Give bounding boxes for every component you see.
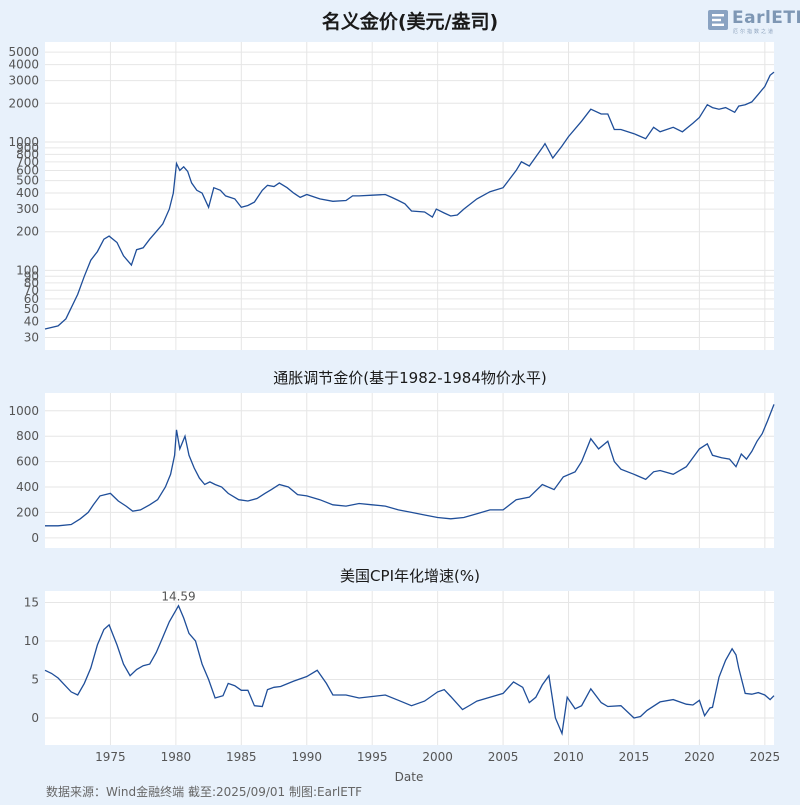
logo-subtext: 厄尔指数之道 [733, 29, 776, 35]
y-tick-label: 1000 [8, 135, 39, 149]
y-tick-label: 3000 [8, 74, 39, 88]
x-axis-label: Date [395, 770, 424, 784]
y-tick-label: 15 [24, 596, 39, 610]
series-line-nominal [44, 71, 775, 330]
plot-area-nominal [45, 42, 774, 350]
x-ticks-cpi: 1975 1980 1985 1990 1995 2000 2005 2010 2015 2020… [95, 750, 780, 764]
y-tick-label: 5000 [8, 45, 39, 59]
x-tick-label: 2010 [553, 750, 584, 764]
x-tick-label: 1980 [161, 750, 192, 764]
y-ticks-real: 0 200 400 600 800 1000 [8, 404, 39, 545]
y-tick-label: 300 [16, 202, 39, 216]
y-tick-label: 600 [16, 455, 39, 469]
plot-area-cpi [45, 591, 774, 745]
series-line-cpi [44, 604, 775, 736]
logo-mark-icon [708, 10, 728, 30]
x-tick-label: 2025 [750, 750, 781, 764]
logo-text: EarlETF [732, 8, 800, 28]
y-tick-label: 50 [24, 302, 39, 316]
x-tick-label: 2005 [488, 750, 519, 764]
plot-area-real [45, 393, 774, 548]
y-tick-label: 80 [24, 276, 39, 290]
x-tick-label: 1995 [357, 750, 388, 764]
peak-annotation: 14.59 [161, 590, 195, 604]
earletf-logo: EarlETF 厄尔指数之道 [706, 6, 800, 35]
y-tick-label: 60 [24, 292, 39, 306]
y-ticks-cpi: 0 5 10 15 [24, 596, 39, 726]
x-tick-label: 2000 [422, 750, 453, 764]
y-tick-label: 40 [24, 315, 39, 329]
y-tick-label: 30 [24, 331, 39, 345]
y-tick-label: 2000 [8, 96, 39, 110]
chart-title-real: 通胀调节金价(基于1982-1984物价水平) [273, 369, 546, 387]
y-tick-label: 5 [31, 673, 39, 687]
chart-title-nominal: 名义金价(美元/盎司) [322, 10, 498, 33]
panel-nominal: 名义金价(美元/盎司) 3040506070809010020030040050… [8, 10, 775, 350]
y-tick-label: 4000 [8, 58, 39, 72]
y-tick-label: 400 [16, 186, 39, 200]
grid-cpi [45, 591, 774, 745]
series-line-real [45, 404, 775, 527]
y-tick-label: 600 [16, 163, 39, 177]
y-tick-label: 900 [16, 141, 39, 155]
y-tick-label: 70 [24, 283, 39, 297]
x-tick-label: 1975 [95, 750, 126, 764]
x-tick-label: 2015 [619, 750, 650, 764]
y-tick-label: 0 [31, 711, 39, 725]
chart-title-cpi: 美国CPI年化增速(%) [340, 567, 480, 585]
y-tick-label: 500 [16, 174, 39, 188]
grid-nominal [45, 42, 774, 350]
y-tick-label: 90 [24, 269, 39, 283]
grid-real [45, 393, 774, 548]
x-tick-label: 2020 [684, 750, 715, 764]
y-tick-label: 200 [16, 225, 39, 239]
x-tick-label: 1985 [226, 750, 257, 764]
y-tick-label: 10 [24, 634, 39, 648]
source-note: 数据来源：Wind金融终端 截至:2025/09/01 制图:EarlETF [46, 785, 363, 799]
panel-real: 通胀调节金价(基于1982-1984物价水平) 0 200 400 600 800 100… [8, 369, 775, 548]
y-tick-label: 800 [16, 429, 39, 443]
y-tick-label: 700 [16, 155, 39, 169]
x-tick-label: 1990 [291, 750, 322, 764]
y-tick-label: 400 [16, 480, 39, 494]
panel-cpi: 美国CPI年化增速(%) 0 5 10 15 1975 1980 1985 1990 1995… [24, 567, 780, 784]
y-tick-label: 800 [16, 147, 39, 161]
y-tick-label: 100 [16, 263, 39, 277]
y-tick-label: 0 [31, 531, 39, 545]
y-tick-label: 1000 [8, 404, 39, 418]
y-tick-label: 200 [16, 505, 39, 519]
